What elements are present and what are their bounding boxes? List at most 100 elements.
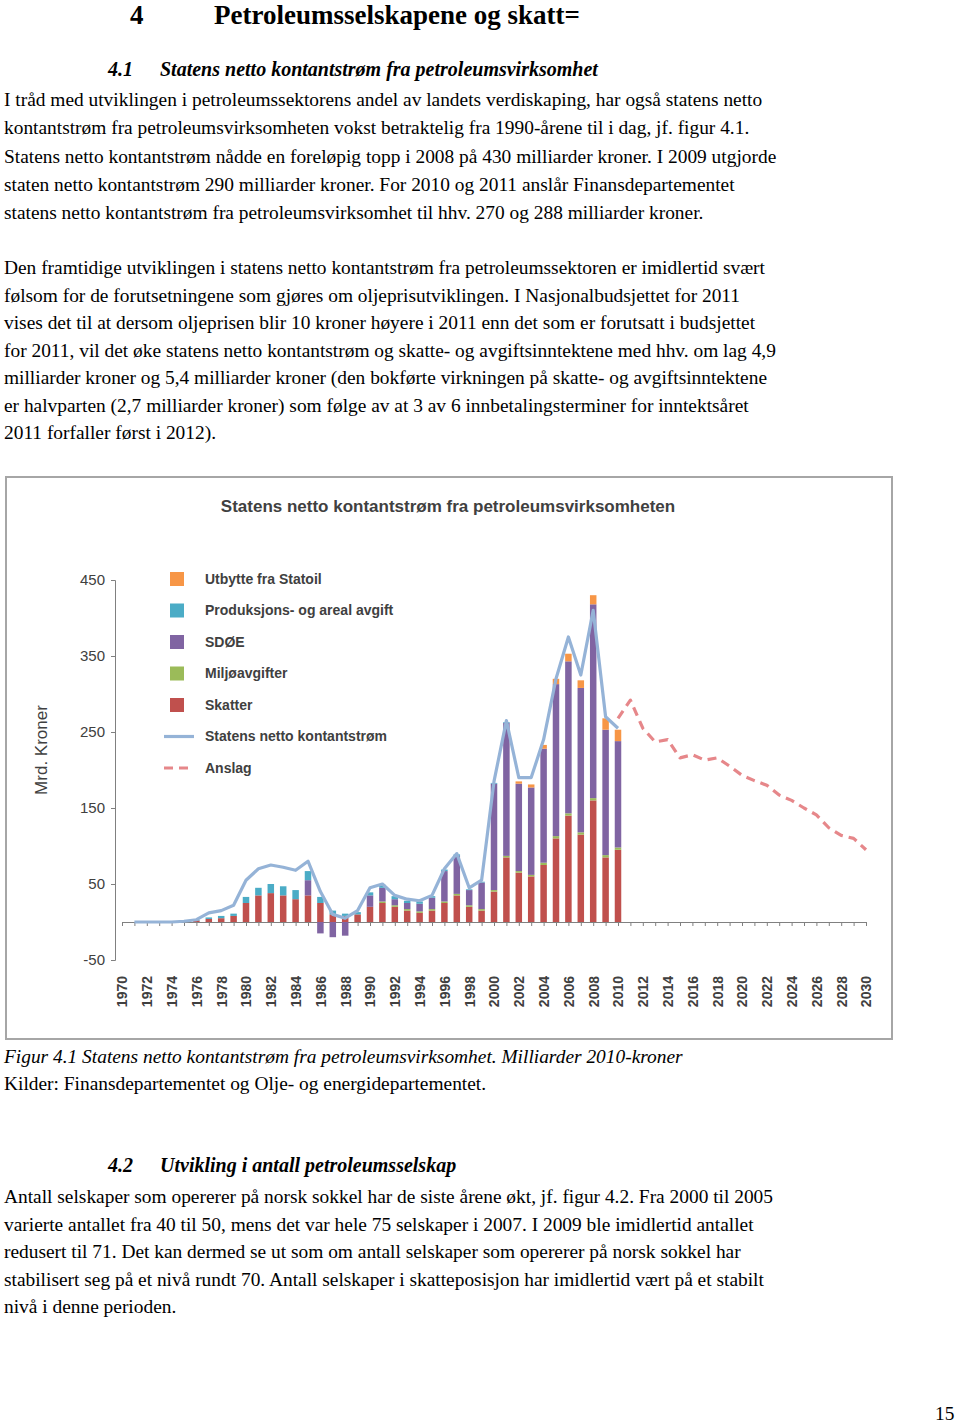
x-tick-label: 1976 bbox=[189, 976, 205, 1007]
bar bbox=[280, 886, 287, 895]
x-tick-mark bbox=[767, 922, 768, 926]
legend-label: Statens netto kontantstrøm bbox=[205, 728, 387, 744]
bar bbox=[280, 922, 287, 923]
bar bbox=[379, 922, 386, 923]
bar bbox=[565, 654, 572, 662]
x-tick-mark bbox=[792, 922, 793, 926]
paragraph-line: kontantstrøm fra petroleumsvirksomheten … bbox=[4, 114, 749, 142]
legend-label: Skatter bbox=[205, 697, 253, 713]
paragraph-line: I tråd med utviklingen i petroleumssekto… bbox=[4, 86, 762, 114]
bar bbox=[330, 922, 337, 937]
x-tick-mark bbox=[271, 922, 272, 926]
bar bbox=[367, 895, 374, 906]
x-tick-mark bbox=[754, 922, 755, 926]
figure-source: Kilder: Finansdepartementet og Olje- og … bbox=[4, 1070, 486, 1098]
x-tick-mark bbox=[581, 922, 582, 926]
bar bbox=[491, 922, 498, 923]
bar bbox=[243, 903, 250, 922]
legend-swatch bbox=[170, 572, 184, 586]
x-tick-label: 2014 bbox=[660, 976, 676, 1007]
x-tick-label: 1996 bbox=[437, 976, 453, 1007]
bar bbox=[491, 890, 498, 892]
bar bbox=[292, 899, 299, 922]
y-tick: 350 bbox=[80, 647, 115, 664]
x-tick-mark bbox=[544, 922, 545, 926]
y-tick: 50 bbox=[88, 875, 115, 892]
x-tick bbox=[234, 922, 235, 926]
bar bbox=[503, 857, 510, 922]
paragraph-line: stabilisert seg på et nivå rundt 70. Ant… bbox=[4, 1266, 764, 1294]
y-tick-label: 350 bbox=[80, 647, 105, 664]
bar bbox=[466, 922, 473, 923]
bar bbox=[268, 893, 275, 922]
bar bbox=[615, 850, 622, 922]
x-tick: 1978 bbox=[214, 922, 230, 1007]
bar bbox=[206, 922, 213, 923]
bar bbox=[441, 903, 448, 922]
x-tick bbox=[407, 922, 408, 926]
x-tick: 2004 bbox=[536, 922, 552, 1007]
bar bbox=[503, 723, 510, 856]
bar bbox=[565, 816, 572, 922]
bar bbox=[206, 922, 213, 923]
x-tick-label: 2018 bbox=[710, 976, 726, 1007]
x-tick-mark bbox=[655, 922, 656, 926]
bar bbox=[578, 688, 585, 832]
x-tick-mark bbox=[308, 922, 309, 926]
bar bbox=[243, 897, 250, 903]
x-tick: 2026 bbox=[809, 922, 825, 1007]
bar bbox=[379, 888, 386, 902]
bar bbox=[404, 911, 411, 922]
paragraph-line: Den framtidige utviklingen i statens net… bbox=[4, 254, 765, 282]
chapter-number: 4 bbox=[130, 0, 144, 30]
section-number: 4.2 bbox=[108, 1151, 133, 1179]
x-tick: 2018 bbox=[710, 922, 726, 1007]
y-tick-label: -50 bbox=[83, 951, 105, 968]
bar bbox=[578, 680, 585, 688]
x-tick bbox=[730, 922, 731, 926]
x-tick bbox=[630, 922, 631, 926]
paragraph-line: Antall selskaper som opererer på norsk s… bbox=[4, 1183, 773, 1211]
x-tick-label: 1992 bbox=[387, 976, 403, 1007]
bar bbox=[454, 922, 461, 923]
bar bbox=[615, 848, 622, 850]
bar bbox=[429, 898, 436, 909]
x-tick-mark bbox=[234, 922, 235, 926]
bar bbox=[230, 922, 237, 923]
bar bbox=[578, 922, 585, 923]
x-tick-mark bbox=[643, 922, 644, 926]
bar bbox=[478, 882, 485, 909]
bar bbox=[553, 838, 560, 922]
x-tick-mark bbox=[395, 922, 396, 926]
bar bbox=[392, 922, 399, 923]
x-tick-mark bbox=[630, 922, 631, 926]
bar bbox=[602, 730, 609, 855]
x-tick: 2016 bbox=[685, 922, 701, 1007]
bar bbox=[305, 880, 312, 895]
x-tick-mark bbox=[742, 922, 743, 926]
x-tick bbox=[754, 922, 755, 926]
x-tick-mark bbox=[444, 922, 445, 926]
bar bbox=[379, 901, 386, 903]
bar-series bbox=[516, 595, 622, 787]
x-tick-label: 2008 bbox=[586, 976, 602, 1007]
chapter-title: Petroleumsselskapene og skatt= bbox=[214, 0, 580, 30]
legend-swatch bbox=[170, 635, 184, 649]
x-tick bbox=[506, 922, 507, 926]
x-tick: 1998 bbox=[462, 922, 478, 1007]
legend-label: Utbytte fra Statoil bbox=[205, 571, 322, 587]
bar bbox=[268, 922, 275, 923]
x-tick-mark bbox=[854, 922, 855, 926]
x-tick-mark bbox=[717, 922, 718, 926]
x-tick-label: 2030 bbox=[858, 976, 874, 1007]
bar bbox=[255, 895, 262, 922]
x-tick-label: 1972 bbox=[139, 976, 155, 1007]
x-tick-mark bbox=[457, 922, 458, 926]
x-tick-mark bbox=[680, 922, 681, 926]
bar bbox=[615, 730, 622, 741]
x-tick-mark bbox=[283, 922, 284, 926]
x-tick-mark bbox=[407, 922, 408, 926]
x-tick-mark bbox=[209, 922, 210, 926]
y-tick-label: 250 bbox=[80, 723, 105, 740]
x-tick-mark bbox=[506, 922, 507, 926]
